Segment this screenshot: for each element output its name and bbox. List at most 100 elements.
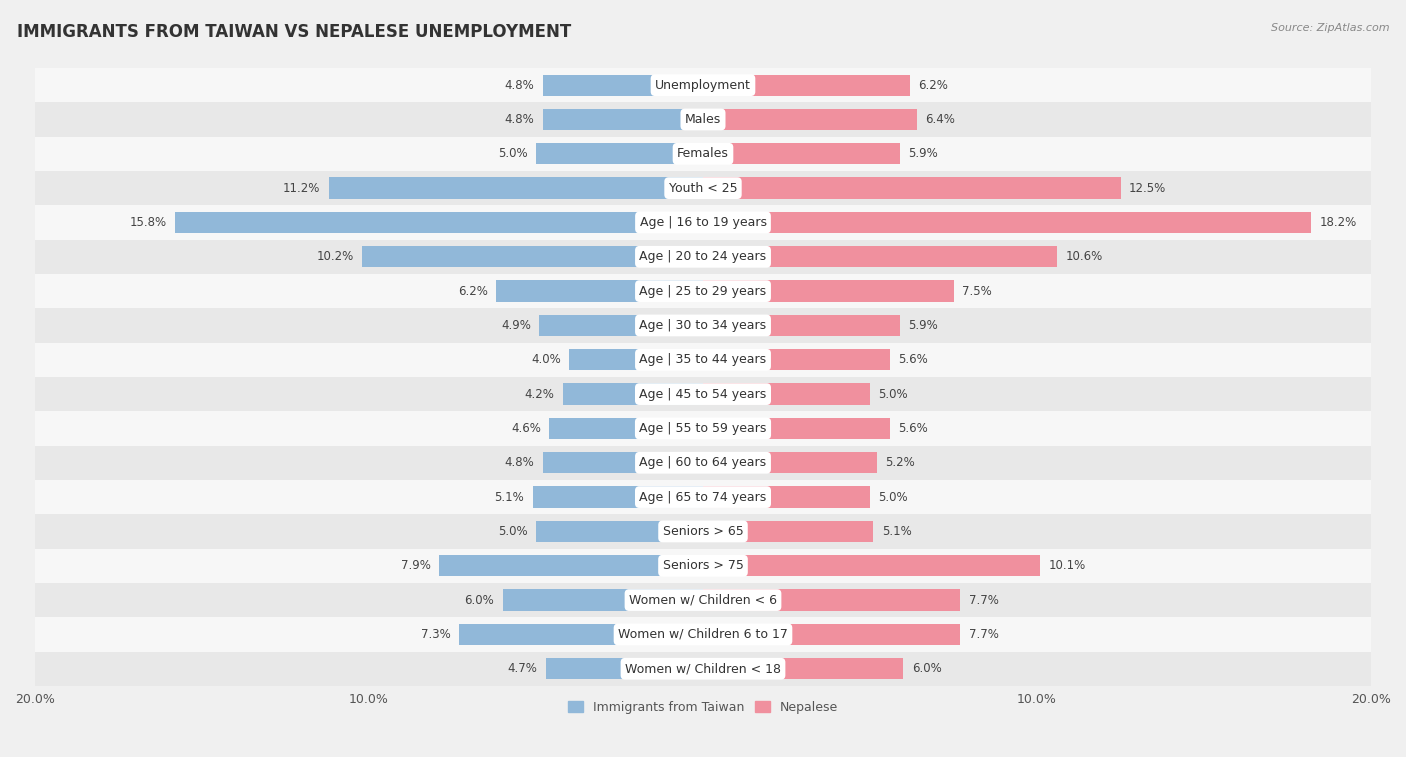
Bar (543, 74, 703, 96)
Bar (35, 343, 1371, 377)
Bar (540, 315, 703, 336)
Bar (35, 240, 1371, 274)
Text: IMMIGRANTS FROM TAIWAN VS NEPALESE UNEMPLOYMENT: IMMIGRANTS FROM TAIWAN VS NEPALESE UNEMP… (17, 23, 571, 41)
Text: Females: Females (678, 148, 728, 160)
Text: Age | 35 to 44 years: Age | 35 to 44 years (640, 354, 766, 366)
Bar (703, 315, 900, 336)
Bar (543, 109, 703, 130)
Bar (703, 590, 960, 611)
Text: Seniors > 65: Seniors > 65 (662, 525, 744, 538)
Text: 7.5%: 7.5% (962, 285, 991, 298)
Bar (703, 212, 1310, 233)
Text: 6.0%: 6.0% (911, 662, 942, 675)
Bar (703, 349, 890, 370)
Bar (703, 418, 890, 439)
Text: 7.9%: 7.9% (401, 559, 430, 572)
Bar (536, 521, 703, 542)
Text: 4.8%: 4.8% (505, 79, 534, 92)
Text: Age | 20 to 24 years: Age | 20 to 24 years (640, 251, 766, 263)
Bar (35, 205, 1371, 240)
Text: 4.6%: 4.6% (512, 422, 541, 435)
Bar (35, 411, 1371, 446)
Text: 6.4%: 6.4% (925, 113, 955, 126)
Bar (562, 384, 703, 405)
Bar (703, 555, 1040, 576)
Text: 5.0%: 5.0% (498, 148, 527, 160)
Bar (703, 452, 877, 473)
Text: 5.2%: 5.2% (884, 456, 915, 469)
Legend: Immigrants from Taiwan, Nepalese: Immigrants from Taiwan, Nepalese (568, 701, 838, 714)
Bar (496, 281, 703, 302)
Text: Youth < 25: Youth < 25 (669, 182, 737, 195)
Bar (35, 652, 1371, 686)
Text: Age | 60 to 64 years: Age | 60 to 64 years (640, 456, 766, 469)
Bar (176, 212, 703, 233)
Text: Age | 45 to 54 years: Age | 45 to 54 years (640, 388, 766, 400)
Bar (703, 109, 917, 130)
Text: 7.7%: 7.7% (969, 628, 998, 641)
Bar (543, 452, 703, 473)
Text: Age | 65 to 74 years: Age | 65 to 74 years (640, 491, 766, 503)
Text: 4.7%: 4.7% (508, 662, 537, 675)
Bar (35, 446, 1371, 480)
Text: 11.2%: 11.2% (283, 182, 321, 195)
Bar (533, 487, 703, 508)
Text: Women w/ Children < 6: Women w/ Children < 6 (628, 593, 778, 606)
Bar (703, 177, 1121, 199)
Text: 15.8%: 15.8% (129, 216, 167, 229)
Text: 10.1%: 10.1% (1049, 559, 1085, 572)
Bar (546, 658, 703, 679)
Text: 5.1%: 5.1% (882, 525, 911, 538)
Bar (35, 308, 1371, 343)
Bar (569, 349, 703, 370)
Text: Males: Males (685, 113, 721, 126)
Bar (35, 102, 1371, 137)
Text: 6.2%: 6.2% (918, 79, 948, 92)
Bar (363, 246, 703, 267)
Text: 12.5%: 12.5% (1129, 182, 1166, 195)
Text: 18.2%: 18.2% (1319, 216, 1357, 229)
Bar (536, 143, 703, 164)
Text: 4.0%: 4.0% (531, 354, 561, 366)
Bar (703, 281, 953, 302)
Text: 6.0%: 6.0% (464, 593, 495, 606)
Text: Age | 25 to 29 years: Age | 25 to 29 years (640, 285, 766, 298)
Text: 5.6%: 5.6% (898, 354, 928, 366)
Text: 5.0%: 5.0% (879, 388, 908, 400)
Text: 5.0%: 5.0% (498, 525, 527, 538)
Bar (703, 246, 1057, 267)
Bar (35, 617, 1371, 652)
Bar (329, 177, 703, 199)
Text: 4.8%: 4.8% (505, 456, 534, 469)
Text: 7.3%: 7.3% (420, 628, 451, 641)
Text: 5.1%: 5.1% (495, 491, 524, 503)
Bar (502, 590, 703, 611)
Bar (35, 137, 1371, 171)
Text: Unemployment: Unemployment (655, 79, 751, 92)
Bar (35, 68, 1371, 102)
Bar (703, 487, 870, 508)
Text: Seniors > 75: Seniors > 75 (662, 559, 744, 572)
Text: 6.2%: 6.2% (458, 285, 488, 298)
Bar (703, 384, 870, 405)
Text: 4.8%: 4.8% (505, 113, 534, 126)
Bar (550, 418, 703, 439)
Bar (35, 480, 1371, 514)
Bar (703, 143, 900, 164)
Text: Source: ZipAtlas.com: Source: ZipAtlas.com (1271, 23, 1389, 33)
Bar (460, 624, 703, 645)
Bar (35, 514, 1371, 549)
Text: 5.0%: 5.0% (879, 491, 908, 503)
Text: 5.6%: 5.6% (898, 422, 928, 435)
Text: 5.9%: 5.9% (908, 319, 938, 332)
Text: 4.9%: 4.9% (501, 319, 531, 332)
Bar (35, 377, 1371, 411)
Text: 10.6%: 10.6% (1066, 251, 1102, 263)
Text: Women w/ Children 6 to 17: Women w/ Children 6 to 17 (619, 628, 787, 641)
Text: Age | 16 to 19 years: Age | 16 to 19 years (640, 216, 766, 229)
Text: Women w/ Children < 18: Women w/ Children < 18 (626, 662, 780, 675)
Text: 5.9%: 5.9% (908, 148, 938, 160)
Bar (35, 549, 1371, 583)
Text: 4.2%: 4.2% (524, 388, 554, 400)
Text: 7.7%: 7.7% (969, 593, 998, 606)
